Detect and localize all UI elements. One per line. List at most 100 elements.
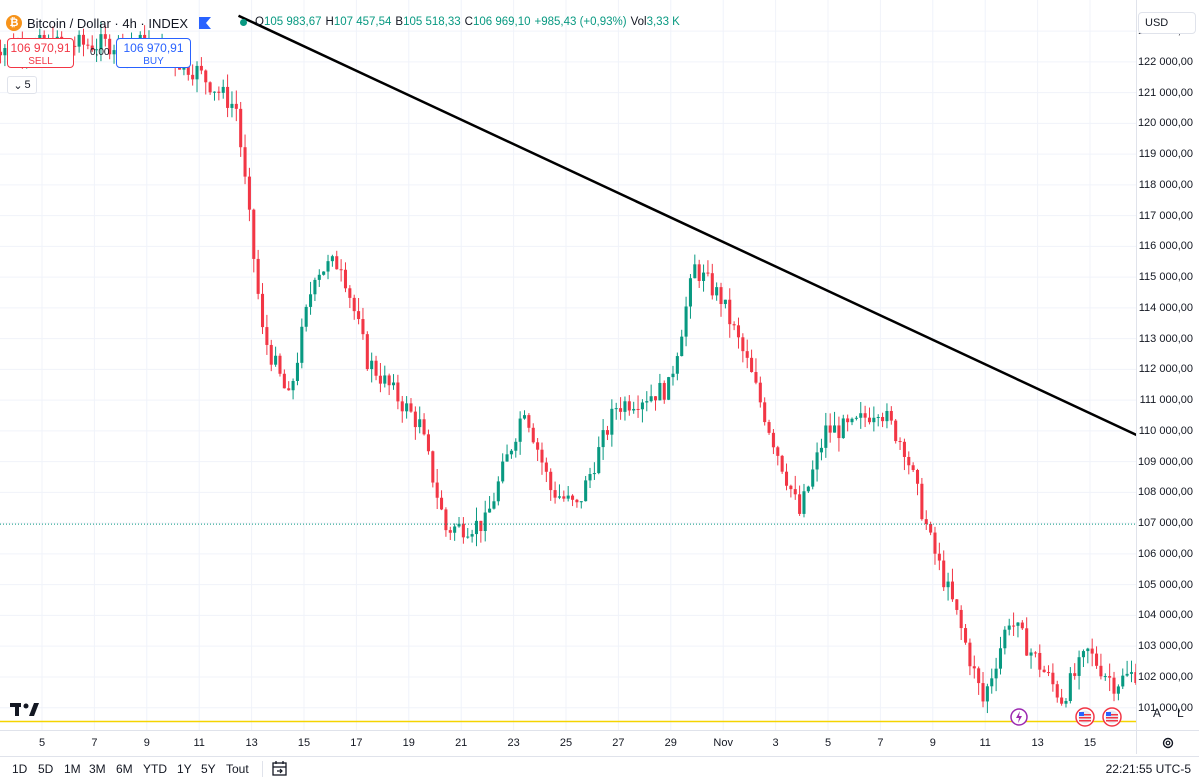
time-tick-label: 15 [1083, 737, 1097, 749]
candle-body [1051, 672, 1055, 685]
range-button-tout[interactable]: Tout [226, 762, 249, 776]
candle-body [837, 425, 841, 439]
candle-body [1064, 700, 1068, 704]
candle-body [898, 441, 902, 443]
candle-body [440, 497, 444, 510]
calendar-goto-date-icon[interactable] [270, 760, 290, 778]
candle-body [1055, 684, 1059, 698]
candle-body [234, 103, 238, 109]
clock-timezone[interactable]: 22:21:55 UTC-5 [1105, 762, 1191, 776]
price-tick-label: 108 000,00 [1137, 486, 1193, 499]
log-scale-button[interactable]: L [1177, 706, 1184, 720]
candle-body [217, 91, 221, 93]
candle-body [942, 560, 946, 588]
range-button-5d[interactable]: 5D [38, 762, 54, 776]
flag-icon[interactable] [198, 16, 212, 30]
candle-body [1038, 652, 1042, 670]
candle-body [702, 272, 706, 281]
candle-body [365, 334, 369, 370]
candle-body [191, 74, 195, 80]
indicators-collapse-button[interactable]: ⌄ 5 [7, 76, 37, 94]
candle-body [317, 274, 321, 280]
candle-body [343, 269, 348, 289]
candle-body [269, 344, 273, 365]
lightning-event-icon[interactable] [1010, 708, 1028, 726]
candle-body [1020, 622, 1024, 629]
candle-body [907, 456, 911, 466]
range-button-1d[interactable]: 1D [12, 762, 28, 776]
range-button-1m[interactable]: 1M [64, 762, 81, 776]
candle-body [990, 678, 994, 687]
range-button-1y[interactable]: 1Y [177, 762, 192, 776]
buy-button[interactable]: 106 970,91 BUY [116, 38, 191, 68]
candle-body [413, 411, 417, 428]
range-button-6m[interactable]: 6M [116, 762, 133, 776]
candle-body [212, 91, 217, 93]
candle-body [802, 491, 806, 514]
candle-body [230, 103, 234, 108]
candle-body [1125, 673, 1129, 676]
ohlc-low-label: B [395, 16, 404, 28]
us-flag-event-icon[interactable] [1075, 707, 1095, 727]
candle-body [920, 483, 924, 520]
symbol-legend[interactable]: ₿ Bitcoin / Dollar · 4h · INDEX [6, 14, 212, 32]
price-tick-label: 106 000,00 [1137, 547, 1193, 560]
candle-body [793, 489, 797, 495]
candle-body [985, 686, 989, 702]
candle-body [693, 264, 697, 279]
candle-body [911, 465, 915, 471]
ohlc-high-label: H [325, 16, 334, 28]
candle-body [719, 287, 723, 305]
currency-selector[interactable]: USD [1138, 12, 1196, 34]
range-button-ytd[interactable]: YTD [143, 762, 167, 776]
candle-body [994, 668, 998, 679]
candle-body [1116, 686, 1120, 694]
candle-body [758, 382, 762, 403]
candle-body [645, 401, 649, 403]
candle-body [409, 403, 413, 412]
candle-body [295, 362, 299, 382]
candle-body [391, 382, 396, 386]
candle-body [881, 416, 885, 422]
candle-body [400, 401, 404, 412]
chart-pane[interactable]: ₿ Bitcoin / Dollar · 4h · INDEX O 105 98… [0, 0, 1136, 730]
time-tick-label: 13 [245, 737, 258, 749]
us-flag-event-icon[interactable] [1102, 707, 1122, 727]
candle-body [199, 65, 203, 71]
currency-label: USD [1145, 17, 1169, 29]
auto-scale-button[interactable]: A [1153, 706, 1162, 720]
candle-body [846, 418, 850, 423]
time-tick-label: 5 [824, 737, 832, 749]
candle-body [597, 447, 601, 474]
price-tick-label: 109 000,00 [1137, 455, 1193, 468]
range-button-3m[interactable]: 3M [89, 762, 106, 776]
price-tick-label: 115 000,00 [1138, 271, 1193, 284]
candle-body [741, 337, 745, 352]
candle-body [815, 452, 819, 470]
candle-body [501, 461, 505, 482]
sell-button[interactable]: 106 970,91 SELL [7, 38, 74, 68]
candle-body [863, 413, 867, 418]
axis-settings[interactable] [1136, 730, 1199, 754]
candle-body [732, 324, 736, 326]
candle-body [453, 526, 457, 533]
tradingview-logo-icon[interactable] [10, 701, 40, 717]
candle-body [1099, 665, 1103, 677]
ohlc-high: 107 457,54 [333, 16, 392, 28]
time-tick-label: 17 [350, 737, 363, 749]
candle-body [1108, 676, 1112, 678]
candle-body [291, 381, 295, 391]
candle-body [488, 508, 492, 513]
range-button-5y[interactable]: 5Y [201, 762, 216, 776]
candle-body [309, 294, 313, 307]
symbol-title[interactable]: Bitcoin / Dollar · 4h · INDEX [27, 15, 189, 31]
candlestick-chart[interactable] [0, 0, 1136, 730]
candle-body [1073, 673, 1077, 676]
candle-body [872, 417, 876, 423]
time-axis[interactable]: 5 7 9 11 13 15 17 19 21 23 25 27 29 Nov 3 5 7 9 11 13 15 [0, 730, 1136, 754]
candle-body [592, 473, 596, 475]
candle-body [798, 494, 802, 514]
gear-icon[interactable] [1161, 736, 1175, 750]
